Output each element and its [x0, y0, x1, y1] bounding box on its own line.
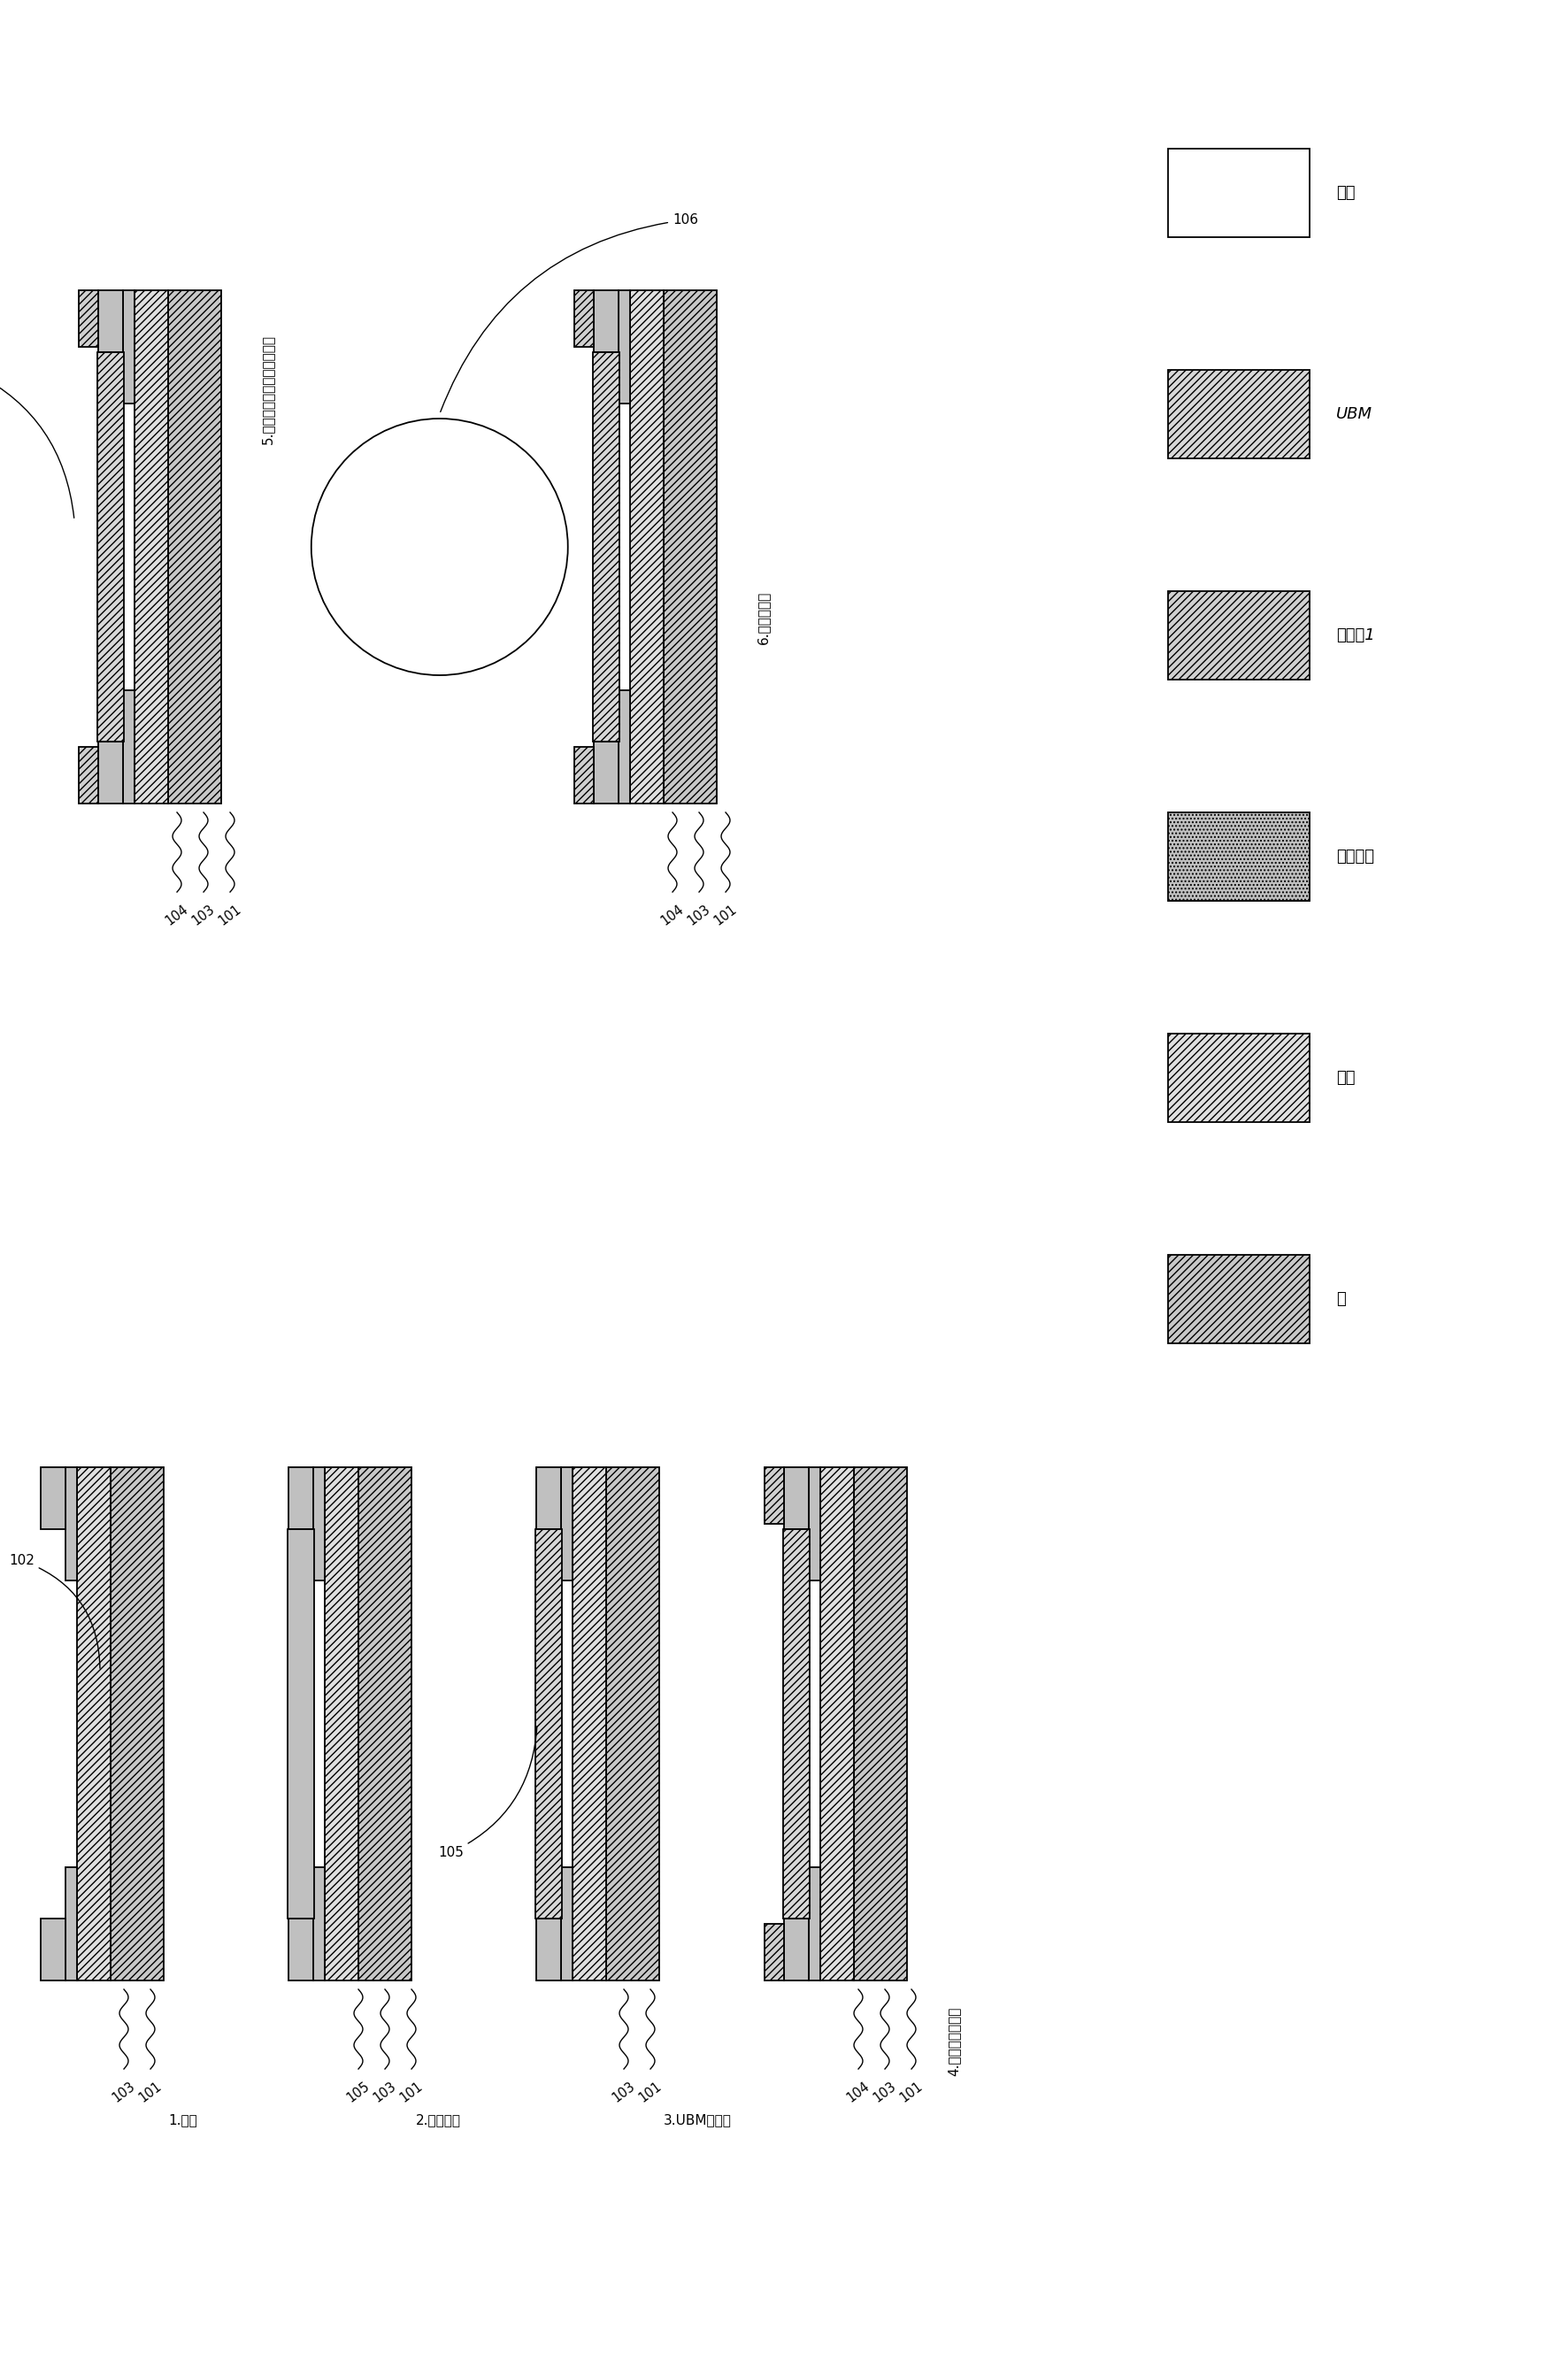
Text: 101: 101 [398, 2080, 425, 2106]
Text: 101: 101 [216, 902, 245, 928]
Bar [325, 1466, 359, 1981]
Text: 钔化材料: 钔化材料 [1336, 848, 1374, 864]
Bar [168, 290, 221, 803]
Bar [536, 1919, 561, 1981]
Bar [78, 746, 99, 803]
Bar [314, 1466, 325, 1580]
Bar [1168, 812, 1309, 902]
Bar [1168, 1254, 1309, 1343]
Text: UBM: UBM [1336, 406, 1372, 423]
Bar [630, 290, 663, 803]
Bar [784, 1466, 809, 1530]
Text: 聚合甩1: 聚合甩1 [1336, 628, 1375, 642]
Bar [855, 1466, 906, 1981]
Text: 101: 101 [136, 2080, 165, 2106]
Bar [572, 1466, 607, 1981]
Text: 105: 105 [345, 2080, 372, 2106]
Bar [77, 1466, 111, 1981]
Bar [97, 352, 124, 741]
Bar [574, 290, 594, 347]
Bar [782, 1530, 809, 1919]
Bar [135, 290, 168, 803]
Bar [41, 1919, 66, 1981]
Text: 103: 103 [190, 902, 218, 928]
Bar [535, 1530, 561, 1919]
Text: 104: 104 [163, 902, 191, 928]
Bar [99, 290, 122, 352]
Bar [359, 1466, 411, 1981]
Text: 103: 103 [372, 2080, 398, 2106]
Bar [765, 1924, 784, 1981]
Bar [784, 1919, 809, 1981]
Text: 101: 101 [637, 2080, 665, 2106]
Text: 104: 104 [659, 902, 687, 928]
Text: 器件: 器件 [1336, 1070, 1355, 1086]
Text: 101: 101 [897, 2080, 925, 2106]
Bar [618, 692, 630, 803]
Text: 106: 106 [441, 212, 698, 411]
Bar [66, 1868, 77, 1981]
Bar [289, 1919, 314, 1981]
Text: 104: 104 [845, 2080, 872, 2106]
Text: 2.金属沉积: 2.金属沉积 [416, 2113, 461, 2127]
Text: 硅: 硅 [1336, 1291, 1345, 1308]
Bar [289, 1466, 314, 1530]
Bar [561, 1868, 572, 1981]
Bar [593, 352, 619, 741]
Text: 101: 101 [712, 902, 740, 928]
Text: 102: 102 [9, 1554, 100, 1669]
Text: 103: 103 [872, 2080, 898, 2106]
Bar [561, 1466, 572, 1580]
Bar [99, 741, 122, 803]
Text: 3.UBM图案化: 3.UBM图案化 [663, 2113, 732, 2127]
Text: 4.聚合物再次钔化: 4.聚合物再次钔化 [947, 2007, 960, 2075]
Text: 1.进入: 1.进入 [168, 2113, 198, 2127]
Bar [809, 1466, 820, 1580]
Bar [287, 1530, 314, 1919]
Text: 焉料: 焉料 [1336, 184, 1355, 201]
Bar [1168, 590, 1309, 680]
Bar [1168, 371, 1309, 458]
Bar [765, 1466, 784, 1523]
Bar [314, 1868, 325, 1981]
Bar [111, 1466, 163, 1981]
Bar [78, 290, 99, 347]
Text: 6.回流的凸点: 6.回流的凸点 [757, 590, 770, 645]
Bar [809, 1868, 820, 1981]
Text: 5.在应用焉料之前的下方结构: 5.在应用焉料之前的下方结构 [260, 335, 274, 444]
Bar [66, 1466, 77, 1580]
Bar [122, 290, 135, 404]
Circle shape [312, 418, 568, 675]
Bar [574, 746, 594, 803]
Bar [122, 692, 135, 803]
Bar [1168, 1034, 1309, 1121]
Bar [820, 1466, 855, 1981]
Bar [594, 741, 618, 803]
Bar [41, 1466, 66, 1530]
Bar [1168, 149, 1309, 236]
Text: 103: 103 [685, 902, 713, 928]
Bar [607, 1466, 659, 1981]
Text: 105: 105 [0, 359, 74, 517]
Bar [663, 290, 717, 803]
Text: 105: 105 [437, 1726, 536, 1858]
Bar [618, 290, 630, 404]
Bar [536, 1466, 561, 1530]
Text: 103: 103 [610, 2080, 638, 2106]
Text: 103: 103 [110, 2080, 138, 2106]
Bar [594, 290, 618, 352]
